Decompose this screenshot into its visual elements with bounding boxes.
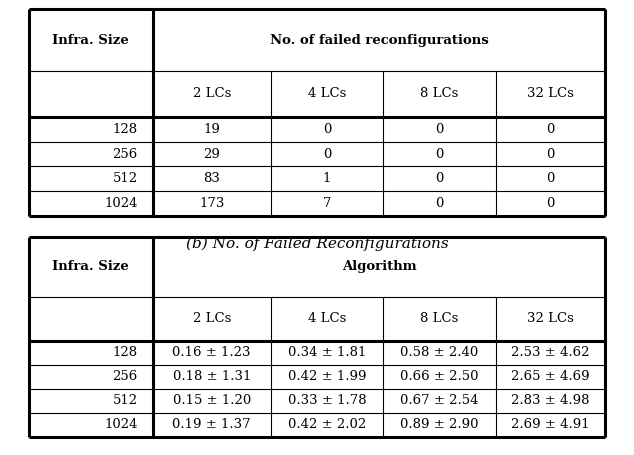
Text: 0: 0 [436,123,444,136]
Text: 83: 83 [204,172,220,185]
Text: Infra. Size: Infra. Size [52,260,129,273]
Text: 0: 0 [547,147,555,161]
Text: 2.69 ± 4.91: 2.69 ± 4.91 [512,418,590,431]
Text: 4 LCs: 4 LCs [308,312,346,325]
Text: 0: 0 [547,197,555,210]
Text: 0.67 ± 2.54: 0.67 ± 2.54 [400,394,479,407]
Text: 0.89 ± 2.90: 0.89 ± 2.90 [400,418,479,431]
Text: 0.33 ± 1.78: 0.33 ± 1.78 [288,394,366,407]
Text: 2.53 ± 4.62: 2.53 ± 4.62 [512,346,590,359]
Text: 1: 1 [323,172,332,185]
Text: 0.18 ± 1.31: 0.18 ± 1.31 [172,370,251,383]
Text: 4 LCs: 4 LCs [308,87,346,101]
Text: 1024: 1024 [104,418,138,431]
Text: 0.15 ± 1.20: 0.15 ± 1.20 [172,394,251,407]
Text: 0: 0 [436,172,444,185]
Text: 0.34 ± 1.81: 0.34 ± 1.81 [288,346,366,359]
Text: 7: 7 [323,197,332,210]
Text: 0: 0 [436,147,444,161]
Text: 0.42 ± 2.02: 0.42 ± 2.02 [288,418,366,431]
Text: 0: 0 [323,123,332,136]
Text: 256: 256 [112,147,138,161]
Text: 0: 0 [547,172,555,185]
Text: 0.19 ± 1.37: 0.19 ± 1.37 [172,418,251,431]
Text: (b) No. of Failed Reconfigurations: (b) No. of Failed Reconfigurations [186,237,448,251]
Text: 2 LCs: 2 LCs [193,87,231,101]
Text: 2.83 ± 4.98: 2.83 ± 4.98 [512,394,590,407]
Text: 0.16 ± 1.23: 0.16 ± 1.23 [172,346,251,359]
Text: 8 LCs: 8 LCs [420,87,459,101]
Text: 0: 0 [436,197,444,210]
Text: 32 LCs: 32 LCs [527,87,574,101]
Text: 0: 0 [547,123,555,136]
Text: 128: 128 [113,123,138,136]
Text: Algorithm: Algorithm [342,260,417,273]
Text: 0.42 ± 1.99: 0.42 ± 1.99 [288,370,366,383]
Text: Infra. Size: Infra. Size [52,34,129,47]
Text: 0.58 ± 2.40: 0.58 ± 2.40 [401,346,479,359]
Text: 128: 128 [113,346,138,359]
Text: 2 LCs: 2 LCs [193,312,231,325]
Text: 29: 29 [204,147,220,161]
Text: 8 LCs: 8 LCs [420,312,459,325]
Text: 0.66 ± 2.50: 0.66 ± 2.50 [400,370,479,383]
Text: 2.65 ± 4.69: 2.65 ± 4.69 [512,370,590,383]
Text: 512: 512 [113,394,138,407]
Text: No. of failed reconfigurations: No. of failed reconfigurations [269,34,488,47]
Text: 173: 173 [199,197,224,210]
Text: 19: 19 [204,123,220,136]
Text: 32 LCs: 32 LCs [527,312,574,325]
Text: 1024: 1024 [104,197,138,210]
Text: 256: 256 [112,370,138,383]
Text: 0: 0 [323,147,332,161]
Text: 512: 512 [113,172,138,185]
